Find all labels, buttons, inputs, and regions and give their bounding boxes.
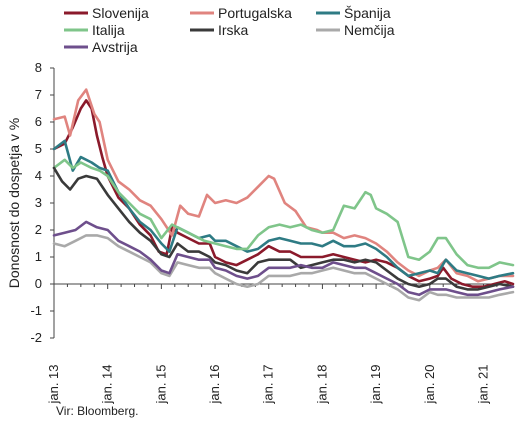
series-line-3 <box>52 139 515 280</box>
legend-label: Nemčija <box>344 22 395 38</box>
y-tick-label: 7 <box>35 87 42 102</box>
legend-label: Italija <box>92 22 125 38</box>
legend-label: Španija <box>344 5 391 21</box>
source-note: Vir: Bloomberg. <box>56 404 139 418</box>
y-tick-label: 3 <box>35 195 42 210</box>
y-tick-label: 5 <box>35 141 42 156</box>
series-layer <box>52 88 515 302</box>
x-tick-label: jan. 16 <box>207 364 222 404</box>
y-tick-label: 8 <box>35 60 42 75</box>
x-tick-label: jan. 20 <box>422 364 437 404</box>
y-tick-label: 2 <box>35 222 42 237</box>
legend-label: Irska <box>218 22 249 38</box>
series-line-7 <box>52 220 515 297</box>
series-line-6 <box>52 234 515 302</box>
y-tick-label: -2 <box>30 330 42 345</box>
series-line-5 <box>52 166 515 291</box>
legend: Slovenija Portugalska Španija Italija Irska N… <box>64 5 395 55</box>
x-tick-label: jan. 19 <box>368 364 383 404</box>
x-tick-label: jan. 21 <box>475 364 490 404</box>
x-tick-label: jan. 14 <box>100 364 115 404</box>
series-line-4 <box>52 158 515 270</box>
x-tick-label: jan. 18 <box>314 364 329 404</box>
y-axis-title: Donosnost do dospetja v % <box>6 118 22 288</box>
y-tick-label: 0 <box>35 276 42 291</box>
y-tick-label: 6 <box>35 114 42 129</box>
legend-label: Slovenija <box>92 5 149 21</box>
x-tick-label: jan. 17 <box>261 364 276 404</box>
axes: -2 -1 0 1 2 3 4 5 6 7 8 jan. 13 jan. 14 jan. 15 jan. 1… <box>30 60 513 405</box>
y-tick-label: 4 <box>35 168 42 183</box>
y-tick-label: 1 <box>35 249 42 264</box>
y-tick-label: -1 <box>30 303 42 318</box>
x-tick-label: jan. 13 <box>46 364 61 404</box>
x-tick-label: jan. 15 <box>153 364 168 404</box>
legend-label: Portugalska <box>218 5 292 21</box>
legend-label: Avstrija <box>92 39 138 55</box>
